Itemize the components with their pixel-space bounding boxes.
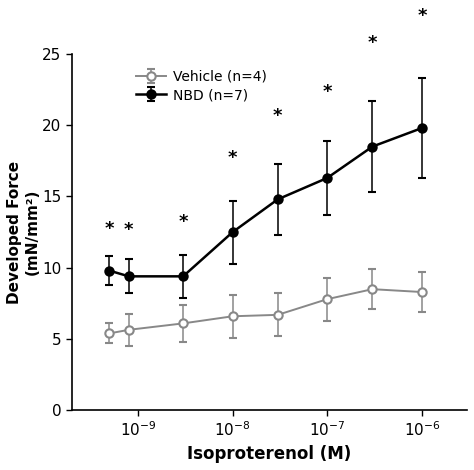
Text: *: * <box>273 107 283 125</box>
Text: *: * <box>178 213 188 231</box>
Legend: Vehicle (n=4), NBD (n=7): Vehicle (n=4), NBD (n=7) <box>130 64 273 108</box>
Text: *: * <box>368 34 377 53</box>
Y-axis label: Developed Force
(mN/mm²): Developed Force (mN/mm²) <box>7 161 39 304</box>
Text: *: * <box>105 220 114 238</box>
Text: *: * <box>228 149 237 166</box>
Text: *: * <box>417 8 427 25</box>
Text: *: * <box>322 83 332 101</box>
X-axis label: Isoproterenol (M): Isoproterenol (M) <box>187 445 352 463</box>
Text: *: * <box>124 221 134 239</box>
